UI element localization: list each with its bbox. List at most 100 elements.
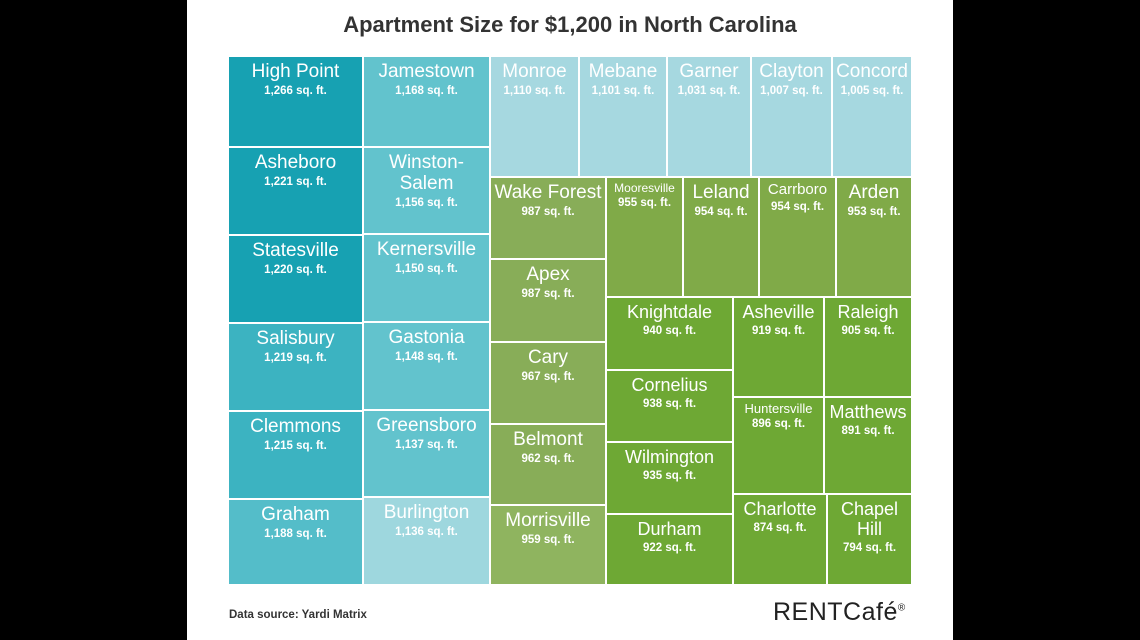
cell-value-label: 896 sq. ft. bbox=[751, 418, 806, 431]
cell-name: Mooresville bbox=[614, 181, 675, 195]
cell-name: Chapel Hill bbox=[840, 499, 899, 539]
treemap-cell-burlington: Burlington 1,136 sq. ft. bbox=[363, 497, 490, 585]
cell-name: Matthews bbox=[829, 402, 907, 422]
rentcafe-logo: RENTCafé® bbox=[773, 598, 906, 627]
cell-value-label: 967 sq. ft. bbox=[521, 370, 575, 383]
cell-name: Durham bbox=[637, 519, 702, 539]
treemap-cell-high-point: High Point 1,266 sq. ft. bbox=[228, 56, 363, 147]
cell-value-label: 953 sq. ft. bbox=[847, 205, 901, 218]
logo-text: RENTCafé bbox=[773, 598, 898, 626]
treemap-cell-statesville: Statesville 1,220 sq. ft. bbox=[228, 235, 363, 323]
cell-name: Leland bbox=[692, 182, 750, 203]
cell-name: Salisbury bbox=[256, 328, 335, 349]
cell-value-label: 1,007 sq. ft. bbox=[760, 84, 823, 97]
treemap-cell-clemmons: Clemmons 1,215 sq. ft. bbox=[228, 411, 363, 499]
cell-value-label: 1,031 sq. ft. bbox=[677, 84, 741, 97]
treemap-cell-kernersville: Kernersville 1,150 sq. ft. bbox=[363, 234, 490, 322]
cell-name: Graham bbox=[261, 504, 330, 525]
cell-name: Concord bbox=[836, 61, 908, 82]
cell-name: Cary bbox=[527, 347, 569, 368]
cell-value-label: 1,219 sq. ft. bbox=[264, 351, 327, 364]
cell-value-label: 922 sq. ft. bbox=[642, 541, 697, 554]
treemap-cell-asheville: Asheville 919 sq. ft. bbox=[733, 297, 824, 397]
cell-value-label: 987 sq. ft. bbox=[521, 205, 575, 218]
treemap-cell-gastonia: Gastonia 1,148 sq. ft. bbox=[363, 322, 490, 410]
cell-value-label: 954 sq. ft. bbox=[694, 205, 748, 218]
treemap-cell-huntersville: Huntersville 896 sq. ft. bbox=[733, 397, 824, 494]
cell-name: Morrisville bbox=[505, 510, 591, 531]
treemap-cell-jamestown: Jamestown 1,168 sq. ft. bbox=[363, 56, 490, 147]
treemap-cell-garner: Garner 1,031 sq. ft. bbox=[667, 56, 751, 177]
treemap-cell-wake-forest: Wake Forest 987 sq. ft. bbox=[490, 177, 606, 259]
cell-name: Jamestown bbox=[378, 61, 475, 82]
cell-value-label: 1,266 sq. ft. bbox=[264, 84, 327, 97]
cell-value-label: 1,110 sq. ft. bbox=[503, 84, 566, 97]
cell-name: High Point bbox=[251, 61, 340, 82]
cell-value-label: 1,136 sq. ft. bbox=[395, 525, 458, 538]
cell-value-label: 935 sq. ft. bbox=[642, 469, 697, 482]
treemap-cell-winston-salem: Winston-Salem 1,156 sq. ft. bbox=[363, 147, 490, 234]
cell-value-label: 905 sq. ft. bbox=[841, 324, 895, 337]
cell-name: Winston-Salem bbox=[389, 152, 464, 194]
treemap-cell-morrisville: Morrisville 959 sq. ft. bbox=[490, 505, 606, 585]
cell-value-label: 959 sq. ft. bbox=[521, 533, 575, 546]
cell-name: Cornelius bbox=[631, 375, 708, 395]
treemap-cell-greensboro: Greensboro 1,137 sq. ft. bbox=[363, 410, 490, 497]
cell-name: Greensboro bbox=[376, 415, 477, 436]
cell-name: Raleigh bbox=[837, 302, 899, 322]
cell-value-label: 940 sq. ft. bbox=[642, 324, 697, 337]
chart-title: Apartment Size for $1,200 in North Carol… bbox=[343, 12, 797, 37]
cell-name: Wake Forest bbox=[494, 182, 602, 203]
treemap-cell-apex: Apex 987 sq. ft. bbox=[490, 259, 606, 342]
cell-value-label: 1,221 sq. ft. bbox=[264, 175, 327, 188]
cell-value-label: 1,137 sq. ft. bbox=[395, 438, 458, 451]
treemap-cell-wilmington: Wilmington 935 sq. ft. bbox=[606, 442, 733, 514]
treemap-cell-salisbury: Salisbury 1,219 sq. ft. bbox=[228, 323, 363, 411]
treemap-cell-knightdale: Knightdale 940 sq. ft. bbox=[606, 297, 733, 370]
treemap-cell-charlotte: Charlotte 874 sq. ft. bbox=[733, 494, 827, 585]
treemap-cell-carrboro: Carrboro 954 sq. ft. bbox=[759, 177, 836, 297]
data-source-note: Data source: Yardi Matrix bbox=[229, 609, 367, 621]
cell-value-label: 1,156 sq. ft. bbox=[395, 196, 458, 209]
cell-name: Belmont bbox=[513, 429, 583, 450]
cell-value-label: 1,005 sq. ft. bbox=[840, 84, 904, 97]
cell-name: Carrboro bbox=[767, 181, 828, 198]
treemap-cell-mooresville: Mooresville 955 sq. ft. bbox=[606, 177, 683, 297]
treemap-cell-leland: Leland 954 sq. ft. bbox=[683, 177, 759, 297]
chart-panel: Apartment Size for $1,200 in North Carol… bbox=[187, 0, 953, 640]
treemap-cell-raleigh: Raleigh 905 sq. ft. bbox=[824, 297, 912, 397]
cell-name: Wilmington bbox=[624, 447, 715, 467]
cell-name: Knightdale bbox=[626, 302, 713, 322]
cell-value-label: 874 sq. ft. bbox=[753, 521, 807, 534]
treemap-cell-clayton: Clayton 1,007 sq. ft. bbox=[751, 56, 832, 177]
treemap-cell-chapel-hill: Chapel Hill 794 sq. ft. bbox=[827, 494, 912, 585]
treemap-cell-durham: Durham 922 sq. ft. bbox=[606, 514, 733, 585]
cell-name: Clemmons bbox=[250, 416, 341, 437]
cell-name: Monroe bbox=[502, 61, 567, 82]
cell-name: Arden bbox=[848, 182, 900, 203]
cell-value-label: 891 sq. ft. bbox=[841, 424, 895, 437]
treemap-cell-cary: Cary 967 sq. ft. bbox=[490, 342, 606, 424]
treemap-cell-asheboro: Asheboro 1,221 sq. ft. bbox=[228, 147, 363, 235]
cell-value-label: 1,101 sq. ft. bbox=[591, 84, 655, 97]
cell-value-label: 955 sq. ft. bbox=[617, 197, 672, 210]
cell-value-label: 794 sq. ft. bbox=[842, 541, 897, 554]
cell-value-label: 987 sq. ft. bbox=[521, 287, 575, 300]
treemap-cell-arden: Arden 953 sq. ft. bbox=[836, 177, 912, 297]
treemap-cell-mebane: Mebane 1,101 sq. ft. bbox=[579, 56, 667, 177]
cell-value-label: 1,188 sq. ft. bbox=[264, 527, 327, 540]
treemap-cell-matthews: Matthews 891 sq. ft. bbox=[824, 397, 912, 494]
treemap-cell-belmont: Belmont 962 sq. ft. bbox=[490, 424, 606, 505]
cell-name: Gastonia bbox=[388, 327, 465, 348]
cell-name: Charlotte bbox=[743, 499, 817, 519]
cell-value-label: 919 sq. ft. bbox=[751, 324, 806, 337]
treemap-cell-monroe: Monroe 1,110 sq. ft. bbox=[490, 56, 579, 177]
logo-registered-mark: ® bbox=[897, 602, 906, 614]
cell-value-label: 1,150 sq. ft. bbox=[395, 262, 458, 275]
cell-value-label: 1,220 sq. ft. bbox=[264, 263, 327, 276]
cell-name: Huntersville bbox=[744, 401, 813, 416]
cell-name: Clayton bbox=[759, 61, 824, 82]
cell-name: Statesville bbox=[252, 240, 339, 261]
cell-name: Burlington bbox=[383, 502, 470, 523]
cell-name: Garner bbox=[679, 61, 739, 82]
